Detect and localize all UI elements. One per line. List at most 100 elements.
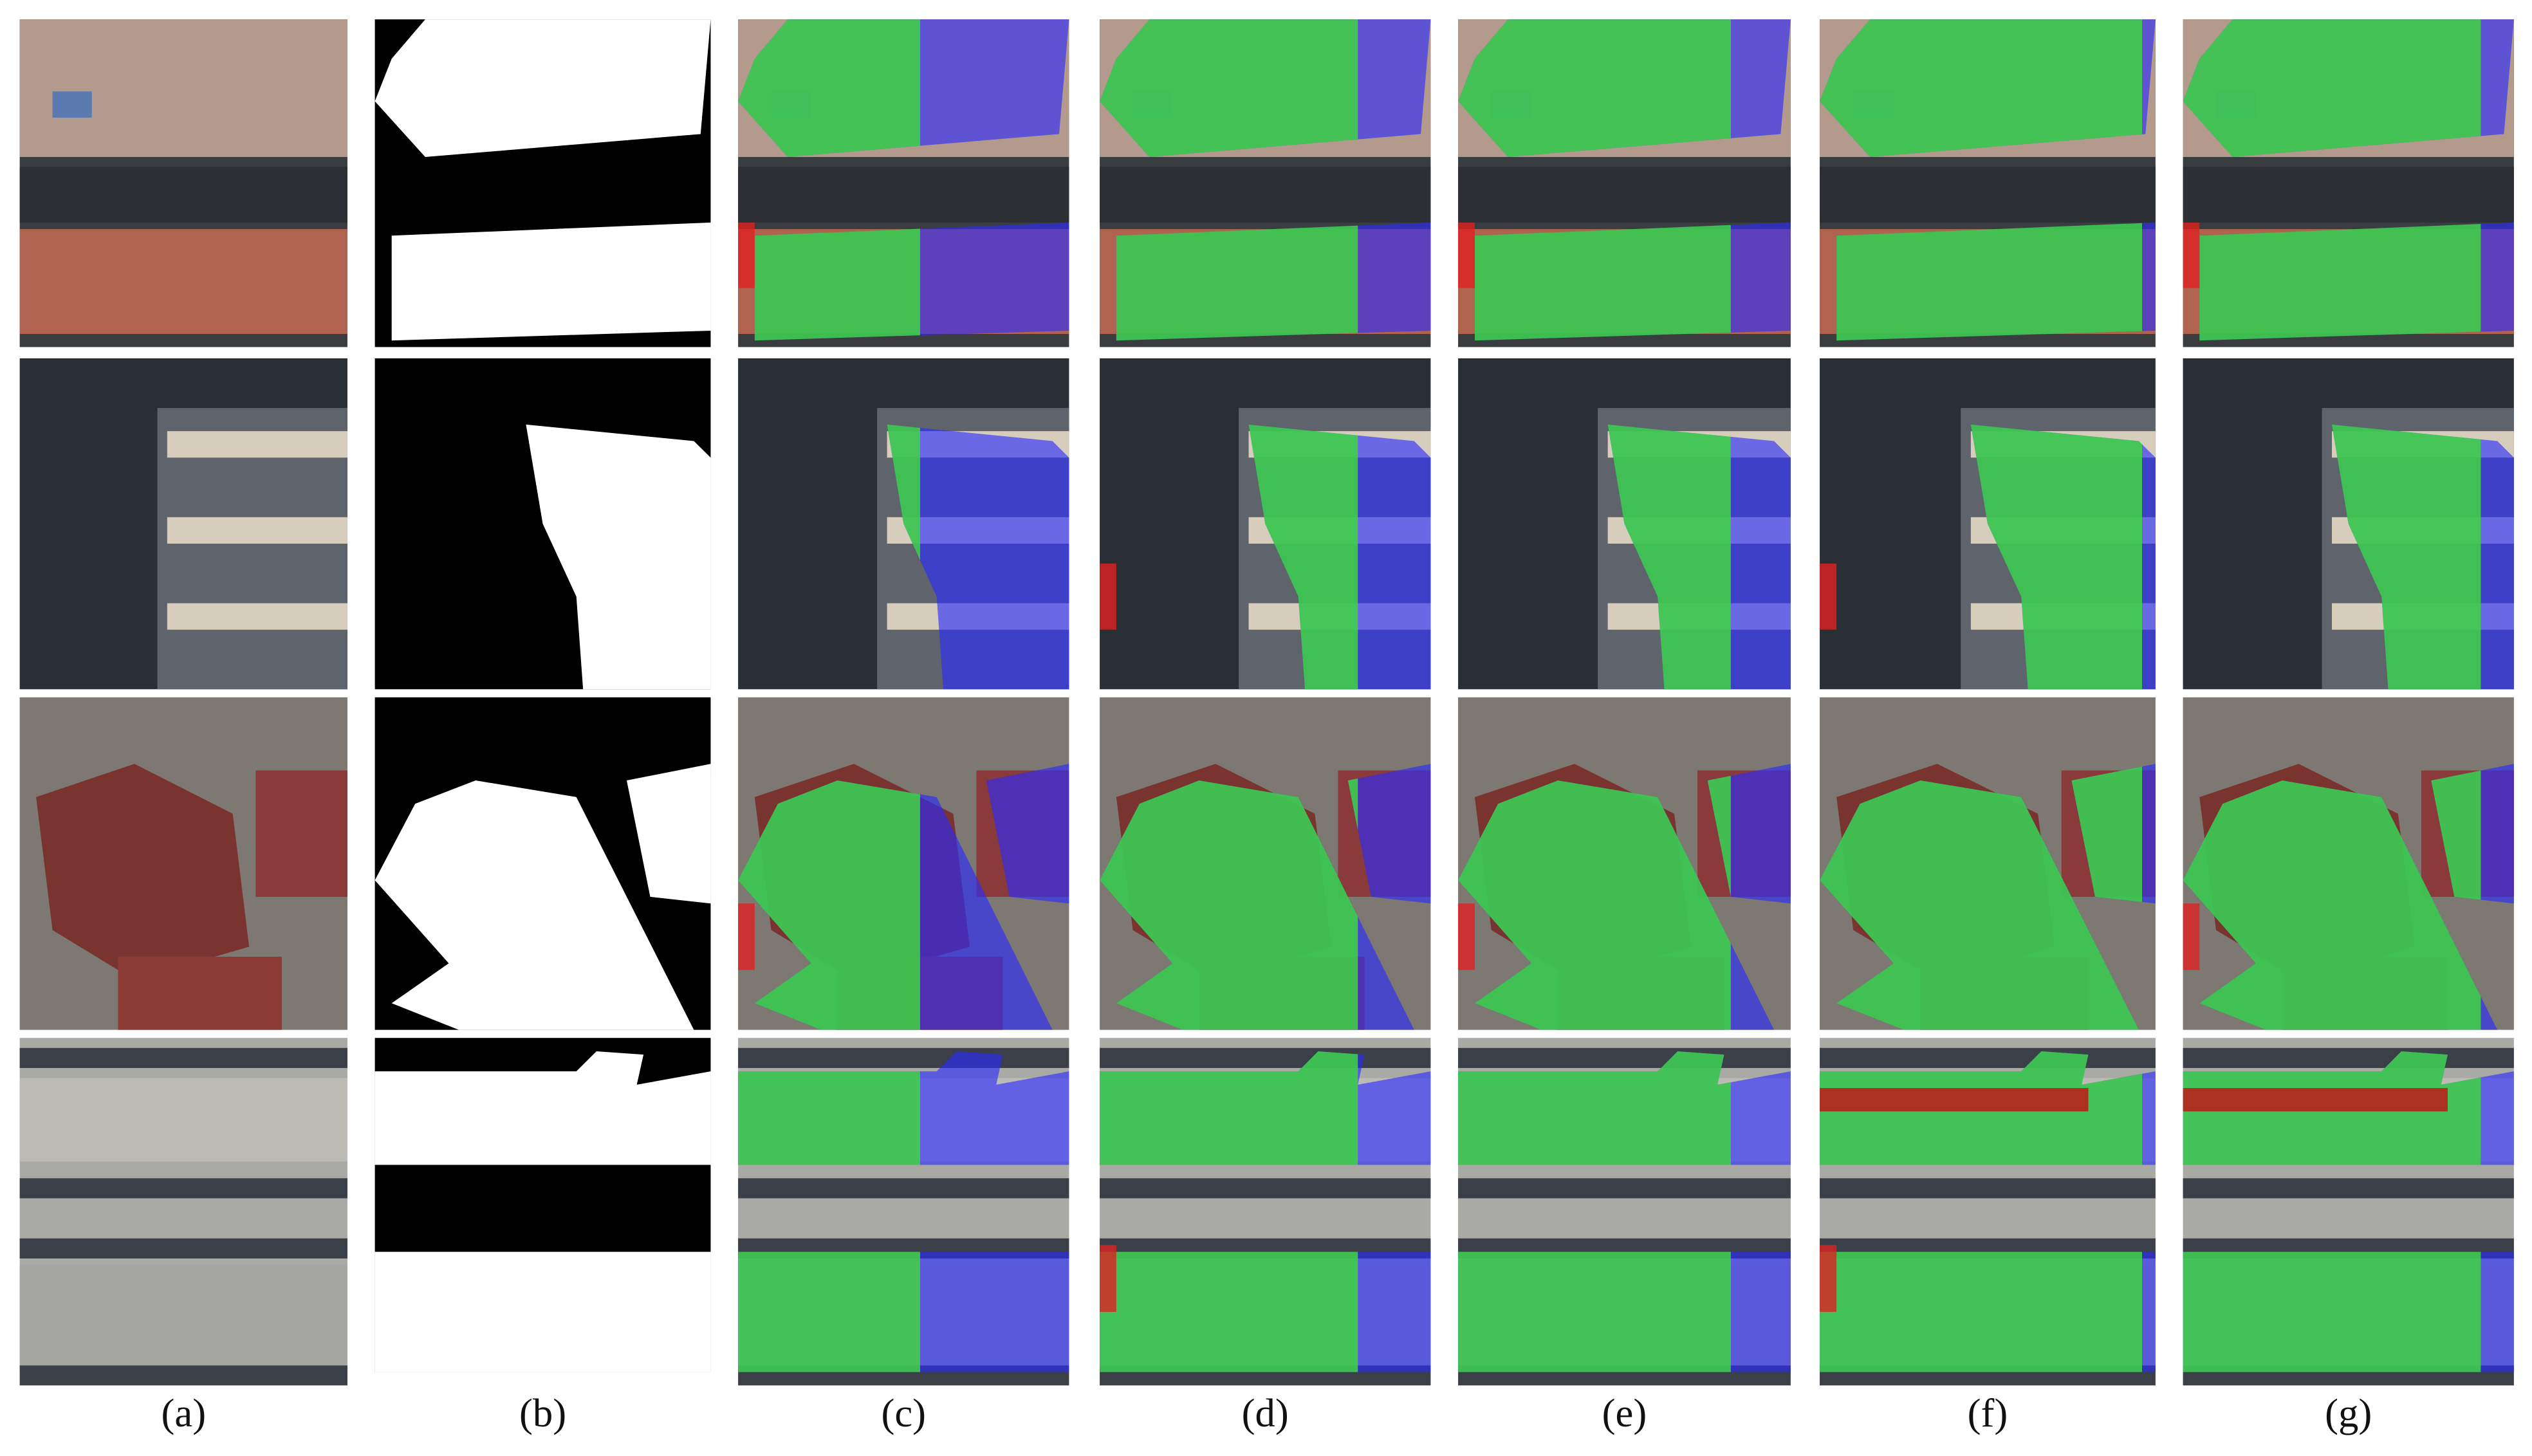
true-positive-layer: [887, 424, 920, 560]
image-tile: [2183, 19, 2514, 347]
image-tile: [19, 358, 347, 690]
column-label: (b): [519, 1390, 566, 1435]
photo-region: [1458, 1178, 1791, 1199]
mask-region: [1347, 778, 1358, 831]
image-tile: [738, 19, 1069, 347]
photo-region: [1820, 167, 2156, 223]
photo-region: [52, 91, 92, 118]
true-positive-layer: [1100, 778, 1358, 1030]
image-tile: [1458, 1038, 1791, 1386]
mask-region: [1100, 1051, 1358, 1165]
true-positive-layer: [2183, 19, 2481, 341]
mask-region: [374, 1051, 711, 1165]
false-positive: [1820, 1245, 1837, 1313]
image-tile: [1100, 697, 1431, 1030]
mask-region: [1458, 19, 1731, 158]
image-tile: [1458, 697, 1791, 1030]
mask-region: [2431, 770, 2481, 900]
true-positive-layer: [738, 19, 920, 341]
mask-region: [1607, 424, 1731, 690]
mask-region: [1836, 223, 2143, 341]
image-tile: [1820, 358, 2156, 690]
photo-region: [2183, 1047, 2514, 1068]
mask-region: [626, 764, 711, 904]
mask-region: [1707, 775, 1731, 897]
mask-region: [1100, 1251, 1358, 1372]
mask-region: [1248, 424, 1358, 690]
photo-region: [19, 1238, 347, 1258]
true-positive-layer: [738, 1071, 920, 1372]
true-positive-layer: [1458, 775, 1731, 1030]
mask-region: [2199, 224, 2481, 341]
mask-region: [887, 424, 920, 560]
mask-region: [754, 228, 920, 341]
photo-region: [19, 19, 347, 158]
column-label: (d): [1242, 1390, 1289, 1435]
image-tile: [374, 19, 711, 347]
mask-region: [526, 424, 711, 690]
photo-roof: [36, 764, 250, 981]
column-label: (f): [1968, 1390, 2008, 1435]
photo-region: [255, 770, 347, 897]
photo-region: [1100, 167, 1431, 223]
photo-region: [738, 1047, 1069, 1068]
mask-region: [738, 1251, 920, 1372]
false-positive: [1820, 563, 1837, 630]
image-tile: [2183, 1038, 2514, 1386]
photo-region: [738, 1178, 1069, 1199]
false-positive: [2183, 1088, 2448, 1112]
photo-region: [738, 167, 1069, 223]
true-positive-layer: [1458, 19, 1731, 341]
image-tile: [1100, 1038, 1431, 1386]
false-positive: [738, 222, 755, 288]
mask-region: [2183, 780, 2481, 1030]
photo-region: [118, 956, 282, 1030]
true-positive-layer: [1248, 424, 1358, 690]
image-tile: [1820, 1038, 2156, 1386]
mask-region: [738, 19, 920, 158]
image-tile: [374, 697, 711, 1030]
photo-region: [1458, 1047, 1791, 1068]
mask-region: [2071, 766, 2143, 902]
photo-region: [1820, 1178, 2156, 1199]
mask-region: [1820, 1251, 2143, 1372]
photo-region: [19, 167, 347, 223]
photo-region: [19, 229, 347, 335]
mask-region: [986, 764, 1069, 904]
image-tile: [374, 358, 711, 690]
image-tile: [2183, 697, 2514, 1030]
mask-region: [1100, 780, 1358, 1030]
mask-region: [1458, 1251, 1731, 1372]
mask-region: [1474, 225, 1731, 341]
false-positive: [738, 903, 755, 970]
photo-region: [2183, 167, 2514, 223]
photo-region: [167, 431, 347, 458]
true-positive-layer: [2331, 424, 2481, 690]
true-positive-layer: [2183, 770, 2481, 1030]
photo-region: [167, 603, 347, 630]
mask-region: [2183, 19, 2481, 158]
image-tile: [19, 1038, 347, 1386]
column-label: (g): [2325, 1390, 2372, 1435]
image-tile: [738, 697, 1069, 1030]
image-tile: [2183, 358, 2514, 690]
mask-region: [1347, 764, 1431, 904]
mask-region: [1820, 780, 2139, 1030]
photo-region: [19, 1265, 347, 1366]
photo-region: [1100, 1047, 1431, 1068]
true-positive-layer: [738, 780, 920, 1030]
photo-region: [19, 1078, 347, 1162]
photo-region: [1100, 1178, 1431, 1199]
true-positive-layer: [1100, 19, 1358, 341]
mask-region: [1100, 19, 1358, 158]
photo-region: [1458, 167, 1791, 223]
true-positive-layer: [1820, 19, 2143, 341]
photo-region: [19, 1047, 347, 1068]
image-tile: [1100, 19, 1431, 347]
image-tile: [19, 19, 347, 347]
image-tile: [1100, 358, 1431, 690]
image-tile: [1820, 697, 2156, 1030]
false-positive: [1100, 563, 1116, 630]
